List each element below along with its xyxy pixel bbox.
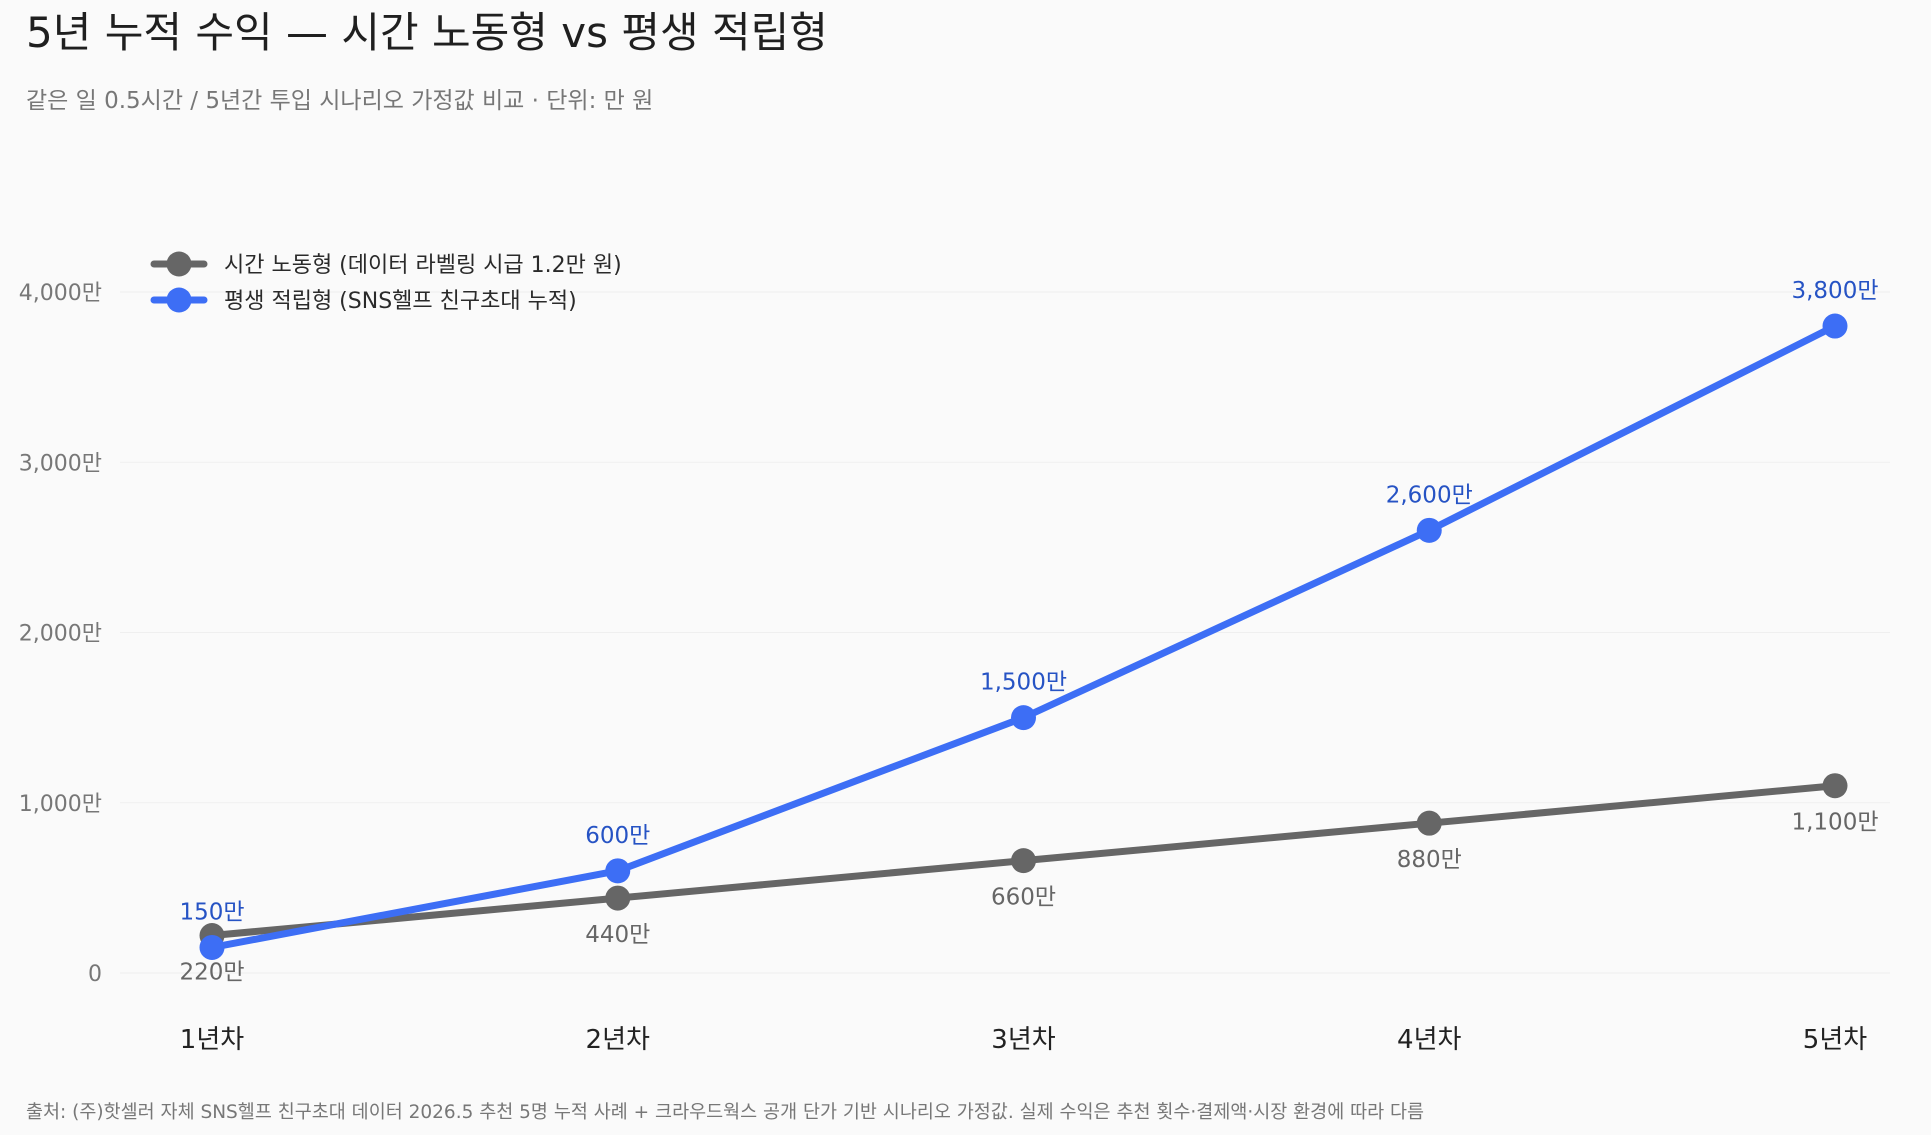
data-point — [1822, 773, 1848, 799]
legend: 시간 노동형 (데이터 라벨링 시급 1.2만 원) 평생 적립형 (SNS헬프 … — [150, 251, 622, 314]
y-tick-label: 1,000만 — [19, 792, 102, 817]
data-point — [605, 858, 631, 884]
legend-swatch-marker — [166, 287, 192, 313]
x-tick-label: 2년차 — [586, 1025, 650, 1055]
chart-footnote: 출처: (주)핫셀러 자체 SNS헬프 친구초대 데이터 2026.5 추천 5… — [26, 1102, 1424, 1123]
chart-title: 5년 누적 수익 — 시간 노동형 vs 평생 적립형 — [26, 8, 828, 57]
data-point — [1822, 313, 1848, 339]
data-labels: 220만 440만 660만 880만 1,100만 150만 600만 1,500만 2,60… — [179, 278, 1878, 985]
data-point — [1416, 810, 1442, 836]
series-lines — [199, 313, 1848, 960]
legend-label: 시간 노동형 (데이터 라벨링 시급 1.2만 원) — [224, 253, 622, 278]
grid-lines — [120, 291, 1890, 974]
legend-swatch-marker — [166, 251, 192, 277]
x-tick-label: 5년차 — [1803, 1025, 1867, 1055]
y-tick-label: 3,000만 — [19, 451, 102, 476]
data-label: 440만 — [585, 922, 650, 948]
data-point — [1011, 848, 1036, 874]
data-label: 150만 — [179, 899, 244, 925]
y-axis-ticks: 0 1,000만 2,000만 3,000만 4,000만 — [19, 281, 102, 987]
data-label: 600만 — [585, 823, 650, 849]
data-label: 1,500만 — [980, 670, 1067, 696]
x-axis-ticks: 1년차 2년차 3년차 4년차 5년차 — [180, 1025, 1867, 1055]
data-label: 1,100만 — [1791, 810, 1878, 836]
data-point — [199, 934, 225, 960]
x-tick-label: 1년차 — [180, 1025, 244, 1055]
data-label: 3,800만 — [1791, 278, 1878, 304]
data-point — [605, 885, 631, 911]
data-point — [1416, 517, 1442, 543]
y-tick-label: 2,000만 — [19, 622, 102, 647]
chart-subtitle: 같은 일 0.5시간 / 5년간 투입 시나리오 가정값 비교 · 단위: 만 … — [26, 88, 653, 114]
data-label: 220만 — [179, 960, 244, 986]
data-label: 660만 — [991, 885, 1056, 911]
data-point — [1011, 705, 1036, 731]
data-label: 2,600만 — [1386, 482, 1473, 508]
data-label: 880만 — [1397, 847, 1462, 873]
x-tick-label: 4년차 — [1397, 1025, 1461, 1055]
legend-label: 평생 적립형 (SNS헬프 친구초대 누적) — [224, 289, 577, 314]
y-tick-label: 0 — [88, 962, 102, 987]
y-tick-label: 4,000만 — [19, 281, 102, 306]
x-tick-label: 3년차 — [991, 1025, 1055, 1055]
